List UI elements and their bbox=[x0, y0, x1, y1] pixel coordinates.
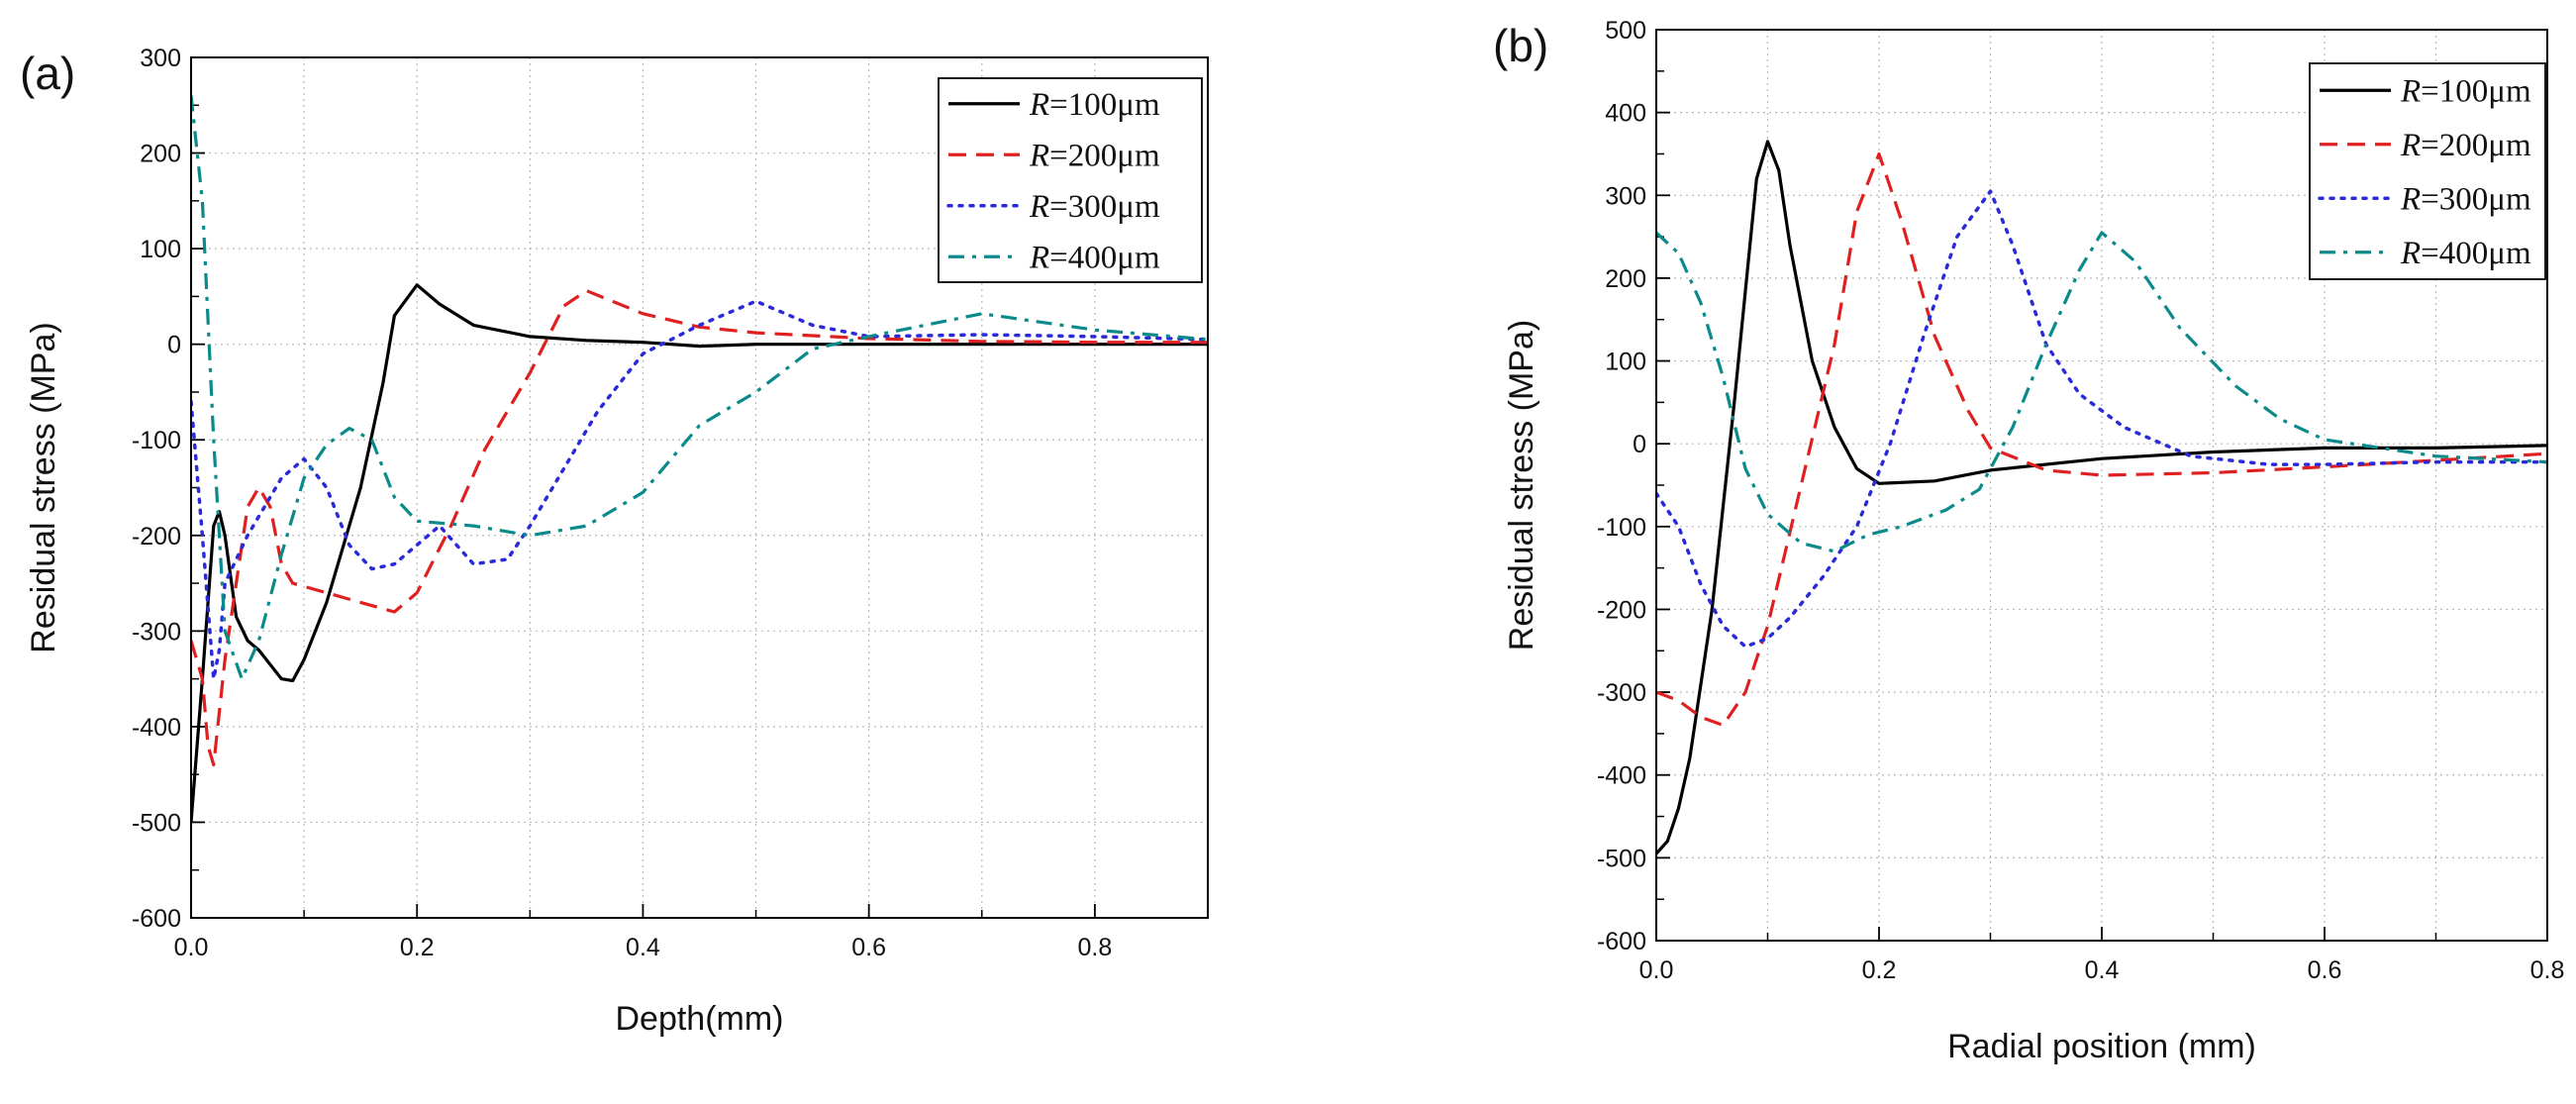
y-tick-label: 500 bbox=[1605, 17, 1646, 45]
y-tick-label: -400 bbox=[1597, 762, 1646, 790]
x-tick-label: 0.6 bbox=[2308, 956, 2342, 984]
y-tick-label: -500 bbox=[132, 809, 181, 837]
y-tick-label: -100 bbox=[1597, 514, 1646, 542]
x-tick-label: 0.8 bbox=[2530, 956, 2565, 984]
y-axis-label: Residual stress (MPa) bbox=[25, 322, 62, 652]
y-tick-label: -200 bbox=[1597, 596, 1646, 624]
y-tick-label: -100 bbox=[132, 427, 181, 454]
y-tick-label: -600 bbox=[132, 905, 181, 933]
legend-var: R bbox=[1029, 87, 1049, 123]
legend-var: R bbox=[1029, 138, 1049, 173]
x-tick-label: 0.0 bbox=[174, 934, 209, 961]
legend-var: R bbox=[2400, 73, 2421, 109]
legend-value: =400μm bbox=[2421, 236, 2531, 271]
axes-frame-a bbox=[190, 56, 1209, 919]
legend-value: =200μm bbox=[2421, 128, 2531, 163]
y-tick-label: 200 bbox=[1605, 265, 1646, 293]
legend-var: R bbox=[2400, 128, 2421, 163]
x-tick-label: 0.8 bbox=[1078, 934, 1113, 961]
y-tick-label: 0 bbox=[167, 332, 181, 359]
chart-panel-a: 0.0 0.2 0.4 0.6 0.8 -600 -500 -400 -300 -200 -100 0… bbox=[20, 45, 1209, 1038]
series-line-400um bbox=[191, 95, 1208, 681]
legend-label: R=400μm bbox=[2400, 236, 2531, 271]
legend-value: =300μm bbox=[2421, 181, 2531, 217]
x-tick-label: 0.6 bbox=[851, 934, 886, 961]
axes-frame-b bbox=[1655, 29, 2548, 942]
legend-label: R=100μm bbox=[2400, 73, 2531, 109]
legend-var: R bbox=[1029, 189, 1049, 225]
series-line-200um bbox=[191, 289, 1208, 767]
panel-label: (b) bbox=[1493, 20, 1548, 71]
x-tick-label: 0.2 bbox=[400, 934, 435, 961]
series-line-300um bbox=[1656, 189, 2547, 649]
y-tick-label: -300 bbox=[1597, 679, 1646, 707]
y-tick-label: -600 bbox=[1597, 928, 1646, 955]
y-tick-label: 400 bbox=[1605, 100, 1646, 128]
x-axis-label: Depth(mm) bbox=[615, 1000, 783, 1038]
legend-label: R=200μm bbox=[1029, 138, 1160, 173]
legend-label: R=300μm bbox=[1029, 189, 1160, 225]
legend-var: R bbox=[2400, 236, 2421, 271]
legend-var: R bbox=[1029, 240, 1049, 275]
x-tick-label: 0.2 bbox=[1862, 956, 1897, 984]
chart-panel-b: 0.0 0.2 0.4 0.6 0.8 -600 -500 -400 -300 -200 -100 0… bbox=[1493, 17, 2564, 1065]
legend-value: =200μm bbox=[1049, 138, 1160, 173]
y-tick-label: 200 bbox=[140, 141, 181, 168]
y-tick-label: -400 bbox=[132, 714, 181, 742]
legend-box bbox=[2309, 62, 2546, 280]
legend-var: R bbox=[2400, 181, 2421, 217]
y-tick-label: 100 bbox=[1605, 349, 1646, 376]
y-tick-label: -300 bbox=[132, 618, 181, 646]
legend-box bbox=[938, 77, 1203, 283]
legend-label: R=300μm bbox=[2400, 181, 2531, 217]
legend-label: R=200μm bbox=[2400, 128, 2531, 163]
panel-label: (a) bbox=[20, 48, 75, 99]
legend-label: R=100μm bbox=[1029, 87, 1160, 123]
x-tick-label: 0.4 bbox=[626, 934, 660, 961]
series-line-200um bbox=[1656, 151, 2547, 728]
series-line-100um bbox=[191, 283, 1208, 823]
legend-value: =100μm bbox=[1049, 87, 1160, 123]
legend-value: =400μm bbox=[1049, 240, 1160, 275]
y-axis-label: Residual stress (MPa) bbox=[1503, 320, 1540, 651]
y-tick-label: 0 bbox=[1633, 431, 1646, 458]
y-tick-label: 100 bbox=[140, 236, 181, 263]
y-tick-label: -200 bbox=[132, 523, 181, 551]
series-line-400um bbox=[1656, 231, 2547, 553]
x-axis-label: Radial position (mm) bbox=[1947, 1028, 2256, 1065]
legend-value: =100μm bbox=[2421, 73, 2531, 109]
x-tick-label: 0.4 bbox=[2085, 956, 2120, 984]
series-line-300um bbox=[191, 299, 1208, 681]
legend-label: R=400μm bbox=[1029, 240, 1160, 275]
y-tick-label: 300 bbox=[140, 45, 181, 72]
legend-value: =300μm bbox=[1049, 189, 1160, 225]
y-tick-label: 300 bbox=[1605, 182, 1646, 210]
x-tick-label: 0.0 bbox=[1639, 956, 1674, 984]
y-tick-label: -500 bbox=[1597, 845, 1646, 872]
series-line-100um bbox=[1656, 140, 2547, 855]
